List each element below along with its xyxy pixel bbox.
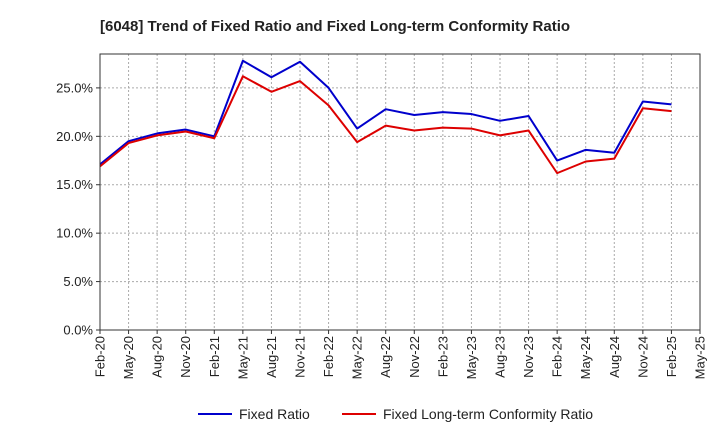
chart-title: [6048] Trend of Fixed Ratio and Fixed Lo… (100, 18, 570, 35)
y-tick-label: 25.0% (56, 80, 93, 95)
x-tick-label: Feb-20 (93, 336, 108, 377)
y-tick-label: 10.0% (56, 226, 93, 241)
x-tick-label: Nov-20 (178, 336, 193, 378)
x-tick-label: Feb-24 (550, 336, 565, 377)
x-tick-label: Aug-23 (493, 336, 508, 378)
x-tick-label: Feb-23 (435, 336, 450, 377)
legend-label-1: Fixed Ratio (239, 406, 310, 422)
grid (100, 54, 700, 330)
x-tick-label: Feb-25 (664, 336, 679, 377)
x-tick-label: Aug-21 (264, 336, 279, 378)
x-tick-label: May-22 (350, 336, 365, 379)
y-tick-label: 5.0% (63, 274, 93, 289)
x-axis-ticks: Feb-20 May-20 Aug-20 Nov-20 Feb-21 May-21 Aug-… (93, 330, 708, 379)
x-tick-label: May-24 (578, 336, 593, 379)
y-tick-label: 15.0% (56, 177, 93, 192)
x-tick-label: May-25 (693, 336, 708, 379)
y-tick-label: 20.0% (56, 129, 93, 144)
y-axis-ticks: 0.0% 5.0% 10.0% 15.0% 20.0% 25.0% (56, 80, 100, 338)
x-tick-label: May-23 (464, 336, 479, 379)
x-tick-label: Nov-23 (521, 336, 536, 378)
x-tick-label: Aug-20 (150, 336, 165, 378)
series-line-1 (99, 59, 672, 166)
x-tick-label: Nov-21 (293, 336, 308, 378)
x-tick-label: Feb-21 (207, 336, 222, 377)
y-tick-label: 0.0% (63, 323, 93, 338)
legend-label-2: Fixed Long-term Conformity Ratio (383, 406, 593, 422)
x-tick-label: Nov-24 (635, 336, 650, 378)
x-tick-label: May-20 (121, 336, 136, 379)
x-tick-label: Nov-22 (407, 336, 422, 378)
plot-area (100, 54, 700, 330)
x-tick-label: Feb-22 (321, 336, 336, 377)
plot-border (99, 53, 701, 331)
series-layer (99, 59, 672, 175)
series-line-2 (99, 75, 672, 175)
x-tick-label: Aug-24 (607, 336, 622, 378)
x-tick-label: May-21 (235, 336, 250, 379)
x-tick-label: Aug-22 (378, 336, 393, 378)
legend: Fixed Ratio Fixed Long-term Conformity Ra… (198, 406, 593, 422)
